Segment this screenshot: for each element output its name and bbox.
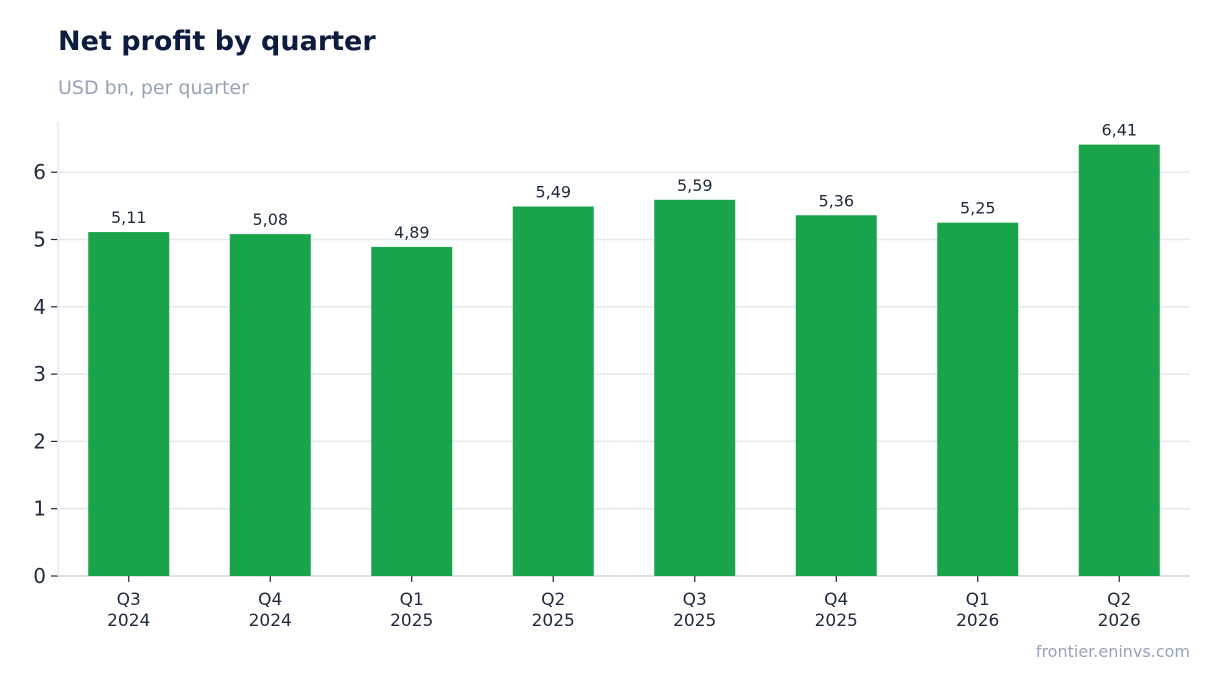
x-tick-label-year: 2025 bbox=[532, 611, 575, 631]
data-label: 4,89 bbox=[394, 223, 430, 242]
x-tick-label-quarter: Q2 bbox=[1107, 590, 1131, 610]
y-tick-label: 4 bbox=[33, 295, 46, 319]
chart-title: Net profit by quarter bbox=[58, 26, 376, 57]
chart-subtitle: USD bn, per quarter bbox=[58, 77, 249, 99]
x-tick-label-quarter: Q3 bbox=[117, 590, 141, 610]
data-label: 6,41 bbox=[1101, 121, 1137, 140]
x-tick-label-quarter: Q1 bbox=[966, 590, 990, 610]
x-tick-label-year: 2025 bbox=[390, 611, 433, 631]
bar bbox=[512, 206, 594, 576]
y-tick-label: 5 bbox=[33, 228, 46, 252]
bar bbox=[88, 232, 170, 577]
x-tick-label-year: 2024 bbox=[107, 611, 150, 631]
bar bbox=[1078, 144, 1160, 576]
bar bbox=[937, 222, 1019, 577]
y-tick-label: 1 bbox=[33, 497, 46, 521]
x-tick-label-quarter: Q1 bbox=[400, 590, 424, 610]
x-tick-label-quarter: Q2 bbox=[541, 590, 565, 610]
data-label: 5,11 bbox=[111, 208, 147, 227]
y-tick-label: 0 bbox=[33, 564, 46, 588]
bar bbox=[795, 215, 877, 576]
x-tick-label-year: 2024 bbox=[249, 611, 292, 631]
data-label: 5,36 bbox=[818, 191, 854, 210]
x-tick-label-year: 2026 bbox=[1098, 611, 1141, 631]
x-tick-label-quarter: Q3 bbox=[683, 590, 707, 610]
y-tick-label: 2 bbox=[33, 429, 46, 453]
source-credit: frontier.eninvs.com bbox=[1035, 642, 1190, 661]
bar bbox=[371, 246, 453, 576]
x-tick-label-year: 2025 bbox=[673, 611, 716, 631]
x-tick-label-quarter: Q4 bbox=[824, 590, 848, 610]
data-label: 5,59 bbox=[677, 176, 713, 195]
x-tick-label-quarter: Q4 bbox=[258, 590, 282, 610]
data-label: 5,25 bbox=[960, 199, 996, 218]
y-tick-label: 6 bbox=[33, 160, 46, 184]
x-tick-label-year: 2025 bbox=[815, 611, 858, 631]
data-label: 5,49 bbox=[535, 183, 571, 202]
x-tick-label-year: 2026 bbox=[956, 611, 999, 631]
bar bbox=[229, 234, 311, 576]
bar bbox=[654, 199, 736, 576]
y-tick-label: 3 bbox=[33, 362, 46, 386]
data-label: 5,08 bbox=[252, 210, 288, 229]
